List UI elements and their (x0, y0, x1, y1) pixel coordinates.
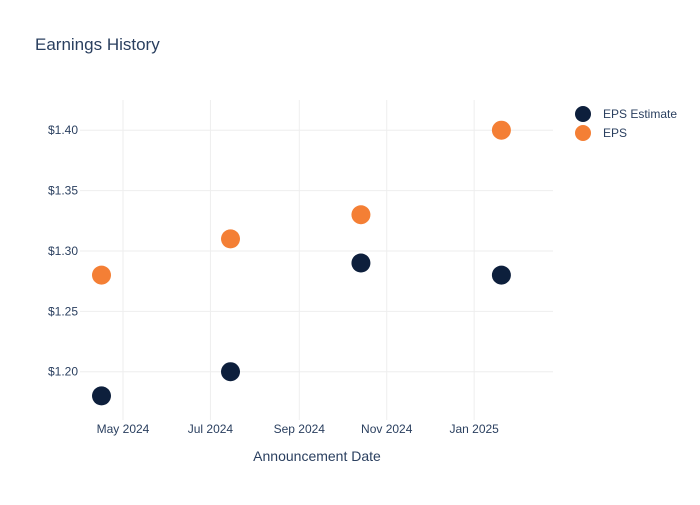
x-tick-label: May 2024 (97, 422, 150, 436)
data-point (351, 253, 371, 273)
y-axis-ticks: $1.20 $1.25 $1.30 $1.35 $1.40 (48, 123, 78, 379)
y-tick-label: $1.20 (48, 365, 78, 379)
y-tick-label: $1.35 (48, 184, 78, 198)
x-axis-title: Announcement Date (253, 448, 381, 464)
series-eps (92, 120, 511, 285)
grid-lines (80, 100, 553, 420)
data-point (491, 120, 511, 140)
legend-label: EPS (603, 126, 627, 140)
legend-marker (575, 106, 591, 122)
data-point (221, 229, 240, 249)
x-tick-label: Jan 2025 (449, 422, 499, 436)
legend-item[interactable]: EPS (575, 125, 627, 141)
data-point (351, 205, 371, 225)
legend-item[interactable]: EPS Estimate (575, 106, 677, 122)
x-tick-label: Jul 2024 (188, 422, 234, 436)
legend-marker (575, 125, 591, 141)
x-tick-label: Sep 2024 (274, 422, 326, 436)
legend[interactable]: EPS Estimate EPS (575, 106, 677, 141)
data-points (92, 120, 511, 406)
y-tick-label: $1.25 (48, 304, 78, 318)
x-tick-label: Nov 2024 (361, 422, 413, 436)
data-point (92, 265, 111, 285)
y-tick-label: $1.40 (48, 123, 78, 137)
x-axis-ticks: May 2024 Jul 2024 Sep 2024 Nov 2024 Jan 2025 (97, 422, 500, 436)
data-point (92, 386, 111, 406)
series-eps-estimate (92, 253, 511, 406)
data-point (221, 362, 240, 382)
data-point (491, 265, 511, 285)
legend-label: EPS Estimate (603, 107, 677, 121)
chart-title: Earnings History (35, 35, 160, 54)
y-tick-label: $1.30 (48, 244, 78, 258)
